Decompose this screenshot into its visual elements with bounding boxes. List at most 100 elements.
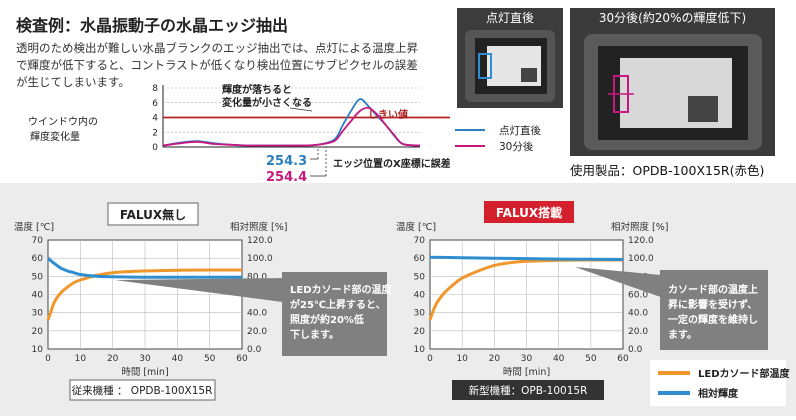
- callout-line: が25℃上昇すると、: [290, 298, 386, 311]
- profile-note-line: 輝度が落ちると: [222, 83, 292, 96]
- bottom-section: FALUX無し FALUX搭載 10 20 30 40 50 60 70 0.0 20.0 40.…: [0, 183, 796, 416]
- legend-label: 30分後: [499, 140, 534, 153]
- profile-ylabel-line: 輝度変化量: [30, 130, 80, 143]
- profile-ytick-label: 2: [152, 128, 158, 138]
- xtick-label: 50: [204, 354, 216, 364]
- photo-after-30min: 30分後(約20%の輝度低下): [570, 8, 775, 156]
- callout-line: カソード部の温度上: [668, 283, 758, 296]
- callout-line: ます。: [668, 329, 697, 341]
- xtick-label: 0: [427, 354, 433, 364]
- ytick-label-left: 50: [414, 272, 426, 282]
- photo-label-just-lit: 点灯直後: [485, 11, 534, 25]
- page-title: 検査例：水晶振動子の水晶エッジ抽出: [16, 16, 289, 35]
- model-box-without: [69, 379, 216, 401]
- description-line: 透明のため検出が難しい水晶ブランクのエッジ抽出では、点灯による温度上昇: [16, 41, 419, 55]
- y-axis-label-right: 相対照度 [%]: [611, 221, 668, 233]
- note-leader: [289, 107, 313, 112]
- callout-line: 下します。: [290, 329, 339, 341]
- ytick-label-left: 70: [414, 236, 426, 246]
- profile-legend: 点灯直後 30分後: [455, 122, 541, 154]
- ytick-label-left: 40: [32, 291, 44, 301]
- ytick-label-left: 30: [32, 309, 44, 319]
- xtick-label: 60: [236, 354, 248, 364]
- xtick-label: 30: [521, 354, 533, 364]
- description-line: で輝度が低下すると、コントラストが低くなり検出位置にサブピクセルの誤差: [16, 58, 418, 72]
- y-axis-label-left: 温度 [℃]: [396, 221, 436, 233]
- ytick-label-left: 10: [414, 345, 426, 355]
- ytick-label-left: 60: [32, 254, 44, 264]
- callout-line: 照度が約20%低: [290, 313, 364, 326]
- series-temperature: [46, 268, 243, 321]
- edge-value-2: 254.4: [266, 170, 307, 185]
- legend-label: 点灯直後: [499, 124, 541, 137]
- callout-pointer-without: [115, 278, 290, 303]
- xtick-label: 20: [489, 354, 501, 364]
- photo-just-lit: 点灯直後: [457, 8, 563, 108]
- xtick-label: 20: [107, 354, 119, 364]
- ytick-label-left: 60: [414, 254, 426, 264]
- ytick-label-right: 0.0: [628, 345, 643, 355]
- series-luminance: [47, 257, 242, 279]
- legend-label-temperature: LEDカソード部温度: [698, 367, 791, 380]
- xtick-label: 50: [585, 354, 597, 364]
- ytick-label-left: 20: [32, 327, 44, 337]
- ytick-label-left: 70: [32, 236, 44, 246]
- ytick-label-right: 20.0: [628, 327, 648, 337]
- chart-title-with: FALUX搭載: [496, 205, 562, 220]
- model-label-without: 従来機種 ： OPDB-100X15R: [72, 384, 213, 397]
- chart-title-box-without: [107, 202, 199, 226]
- edge-error-note: エッジ位置のX座標に誤差が生じる: [333, 157, 450, 170]
- callout-line: 一定の輝度を維持し: [668, 313, 758, 326]
- ytick-label-left: 40: [414, 291, 426, 301]
- ytick-label-right: 80.0: [247, 272, 267, 282]
- product-label: 使用製品：OPDB-100X15R(赤色): [570, 163, 765, 178]
- profile-series-1: [162, 106, 421, 147]
- ytick-label-left: 10: [32, 345, 44, 355]
- profile-ytick-label: 8: [152, 84, 158, 94]
- x-axis-label: 時間 [min]: [121, 367, 168, 378]
- ytick-label-right: 20.0: [247, 327, 267, 337]
- ytick-label-right: 40.0: [628, 309, 648, 319]
- description: 透明のため検出が難しい水晶ブランクのエッジ抽出では、点灯による温度上昇 で輝度が…: [16, 40, 446, 91]
- profile-ytick-label: 6: [152, 99, 158, 109]
- top-section: 検査例：水晶振動子の水晶エッジ抽出 透明のため検出が難しい水晶ブランクのエッジ抽…: [0, 0, 796, 185]
- x-axis-label: 時間 [min]: [503, 367, 550, 378]
- edge-value-1: 254.3: [266, 154, 307, 169]
- xtick-label: 0: [45, 354, 51, 364]
- ytick-label-right: 120.0: [247, 236, 273, 246]
- xtick-label: 40: [553, 354, 565, 364]
- threshold-label: しきい値: [368, 108, 408, 121]
- series-luminance: [429, 255, 624, 261]
- callout-pointer-with: [575, 267, 672, 301]
- legend-swatch-just-lit: [455, 129, 485, 131]
- legend-label-luminance: 相対輝度: [698, 387, 739, 400]
- callout-line: LEDカソード部の温度: [290, 283, 393, 296]
- ytick-label-right: 40.0: [247, 309, 267, 319]
- model-box-with: [452, 380, 604, 400]
- crystal-photo-image: [457, 8, 563, 108]
- profile-ytick-label: 0: [152, 143, 158, 153]
- ytick-label-left: 30: [414, 309, 426, 319]
- callout-line: 昇に影響を受けず、: [668, 298, 757, 311]
- ytick-label-left: 50: [32, 272, 44, 282]
- ytick-label-right: 0.0: [247, 345, 262, 355]
- ytick-label-left: 20: [414, 327, 426, 337]
- bottom-legend-box: [650, 360, 786, 406]
- callout-box-with: [660, 270, 768, 350]
- callout-box-without: [282, 272, 387, 356]
- crystal-photo-image: [570, 8, 775, 156]
- ytick-label-right: 100.0: [247, 254, 273, 264]
- y-axis-label-right: 相対照度 [%]: [230, 221, 287, 233]
- chart-title-box-with: [484, 201, 574, 223]
- comparison-charts: FALUX無し FALUX搭載 10 20 30 40 50 60 70 0.0 20.0 40.…: [14, 201, 791, 406]
- profile-ylabel-line: ウインドウ内の: [28, 115, 98, 128]
- xtick-label: 60: [617, 354, 629, 364]
- chart-title-without: FALUX無し: [120, 207, 186, 222]
- profile-note-line: 変化量が小さくなる: [222, 96, 312, 109]
- xtick-label: 30: [139, 354, 151, 364]
- photo-label-after-30min: 30分後(約20%の輝度低下): [598, 11, 747, 25]
- ytick-label-right: 100.0: [628, 254, 654, 264]
- description-line: が生じてしまいます。: [16, 75, 130, 89]
- profile-ytick-label: 4: [152, 114, 158, 124]
